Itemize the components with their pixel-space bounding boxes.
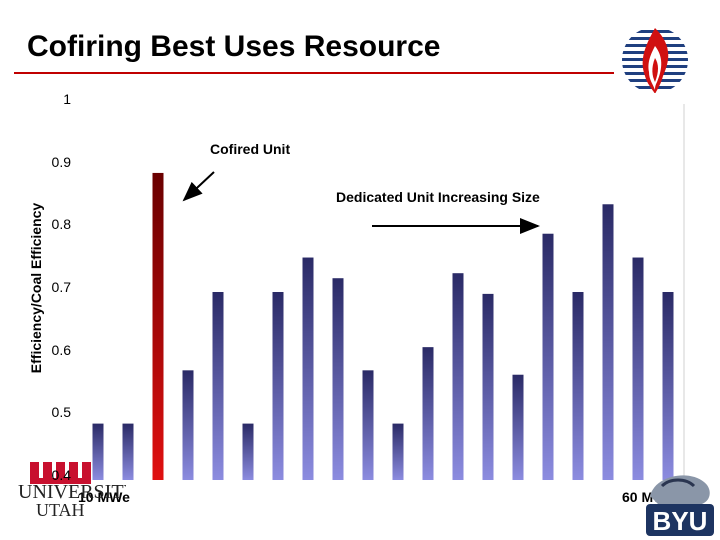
- y-tick-label: 0.4: [51, 467, 71, 483]
- university-of-utah-logo: UNIVERSITY UTAH: [18, 462, 126, 520]
- byu-logo: BYU: [646, 475, 714, 536]
- bar-dedicated-unit: [302, 257, 314, 480]
- bar-dedicated-unit: [482, 293, 494, 480]
- cofired-annotation: Cofired Unit: [210, 141, 291, 157]
- slide-title: Cofiring Best Uses Resource: [27, 30, 441, 63]
- svg-text:BYU: BYU: [653, 506, 708, 536]
- y-tick-label: 0.5: [51, 404, 71, 421]
- bar-dedicated-unit: [332, 278, 344, 480]
- bar-dedicated-unit: [452, 273, 464, 480]
- bar-dedicated-unit: [272, 292, 284, 480]
- bar-dedicated-unit: [632, 257, 644, 480]
- title-rule: [14, 72, 614, 74]
- x-start-label: 10 MWe: [78, 489, 130, 505]
- y-tick-label: 0.8: [51, 216, 71, 233]
- cofired-arrow: [182, 171, 215, 202]
- bar-dedicated-unit: [182, 370, 194, 480]
- svg-text:UTAH: UTAH: [36, 500, 85, 520]
- bar-cofired-unit: [152, 172, 164, 480]
- bar-dedicated-unit: [92, 423, 104, 480]
- bar-dedicated-unit: [362, 370, 374, 480]
- bar-dedicated-unit: [422, 347, 434, 480]
- bar-dedicated-unit: [512, 374, 524, 480]
- y-tick-label: 1: [63, 91, 71, 107]
- bar-dedicated-unit: [392, 423, 404, 480]
- bar-dedicated-unit: [242, 423, 254, 480]
- y-tick-label: 0.7: [51, 279, 71, 295]
- y-tick-label: 0.9: [51, 153, 71, 170]
- bar-dedicated-unit: [542, 233, 554, 480]
- dedicated-annotation: Dedicated Unit Increasing Size: [336, 189, 540, 205]
- bar-dedicated-unit: [212, 292, 224, 480]
- flame-logo-icon: [622, 27, 688, 93]
- y-tick-label: 0.6: [51, 341, 71, 358]
- svg-text:UNIVERSITY: UNIVERSITY: [18, 481, 126, 503]
- bar-dedicated-unit: [122, 423, 134, 480]
- bar-dedicated-unit: [602, 204, 614, 480]
- bar-dedicated-unit: [662, 292, 674, 480]
- bar-dedicated-unit: [572, 292, 584, 480]
